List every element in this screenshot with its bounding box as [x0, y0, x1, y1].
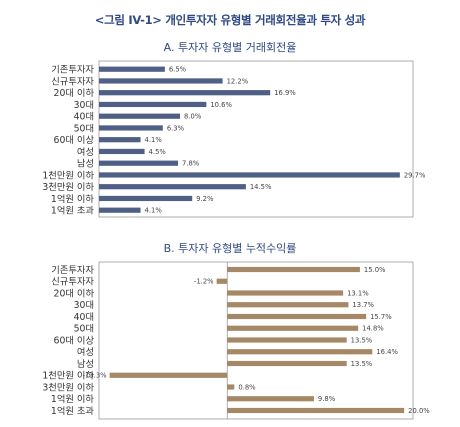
chart-a-data-label: 4.1% [145, 207, 163, 215]
chart-a-category-label: 남성 [77, 159, 94, 170]
chart-b-bar [109, 372, 228, 378]
chart-a-category-label: 기존투자자 [51, 65, 94, 76]
chart-b-category-label: 기존투자자 [51, 265, 94, 276]
chart-b-bar [227, 290, 344, 296]
chart-b-data-label: 13.7% [352, 301, 374, 309]
chart-a-data-label: 4.1% [145, 136, 163, 144]
chart-b-category-label: 여성 [77, 346, 94, 358]
chart-b-data-label: 9.8% [318, 395, 336, 403]
chart-a-bar [99, 101, 207, 108]
chart-a-data-label: 16.9% [274, 89, 296, 97]
figure-title: <그림 IV-1> 개인투자자 유형별 거래회전율과 투자 성과 [94, 13, 366, 27]
chart-a-data-label: 10.6% [210, 101, 232, 109]
chart-a-bar [99, 125, 163, 131]
chart-b-category-label: 50대 [74, 324, 94, 335]
chart-b-data-label: -13.3% [83, 372, 108, 380]
chart-b-data-label: 13.1% [347, 289, 369, 297]
chart-a-bar [99, 148, 145, 155]
chart-a-bar [99, 78, 223, 84]
chart-a-bar [99, 113, 181, 119]
chart-b-bar [227, 349, 373, 355]
chart-b-data-label: 13.5% [351, 360, 373, 368]
chart-a-data-label: 8.0% [184, 113, 202, 121]
chart-a-bar [99, 160, 179, 166]
chart-b-category-label: 30대 [74, 300, 94, 311]
chart-a-category-label: 1억원 초과 [51, 205, 95, 217]
chart-a-category-label: 1천만원 이하 [42, 170, 94, 181]
chart-b-category-label: 1억원 초과 [51, 405, 95, 417]
chart-b-category-label: 신규투자자 [51, 277, 94, 288]
chart-a-category-label: 30대 [74, 100, 94, 111]
chart-b-category-label: 남성 [77, 359, 94, 370]
chart-a-data-label: 7.8% [182, 160, 200, 168]
chart-a-bar [99, 172, 400, 178]
chart-b-data-label: 20.0% [408, 407, 430, 415]
chart-b-data-label: 15.7% [370, 313, 392, 321]
chart-a-category-label: 신규투자자 [51, 76, 94, 87]
chart-a-bar [99, 184, 246, 190]
chart-b-data-label: 0.8% [238, 383, 256, 391]
chart-a-data-label: 4.5% [149, 148, 167, 156]
chart-a-data-label: 6.3% [167, 124, 185, 132]
chart-a-title: A. 투자자 유형별 거래회전율 [163, 41, 297, 54]
chart-b-category-label: 60대 이상 [54, 335, 95, 346]
chart-b-bar [227, 266, 360, 273]
chart-a-bar [99, 137, 141, 143]
chart-a-data-label: 12.2% [227, 77, 249, 85]
chart-b-data-label: 13.5% [351, 336, 373, 344]
chart-a-category-label: 1억원 이하 [51, 193, 95, 205]
chart-b-bar [227, 407, 405, 414]
chart-a-bar [99, 66, 165, 72]
chart-b-category-label: 20대 이하 [54, 288, 95, 299]
chart-b-bar [227, 337, 347, 343]
chart-b-bar [227, 302, 349, 308]
chart-a-category-label: 20대 이하 [54, 88, 95, 99]
chart-a-category-label: 3천만원 이하 [42, 182, 94, 193]
chart-b-bar [216, 278, 228, 284]
chart-b-data-label: 16.4% [376, 348, 398, 356]
chart-b-category-label: 3천만원 이하 [42, 382, 94, 393]
chart-b-title: B. 투자자 유형별 누적수익률 [163, 242, 297, 255]
chart-a-category-label: 40대 [74, 112, 94, 123]
chart-b-category-label: 40대 [74, 312, 94, 323]
chart-a-bar [99, 195, 193, 202]
chart-b-bar [227, 396, 314, 402]
chart-a-category-label: 여성 [77, 146, 94, 158]
chart-b-data-label: -1.2% [194, 278, 214, 286]
chart-a-bar [99, 90, 271, 96]
chart-b-bar [227, 384, 235, 390]
chart-b-category-label: 1억원 이하 [51, 393, 95, 405]
chart-b-bar [227, 313, 367, 320]
chart-a-data-label: 29.7% [404, 171, 426, 179]
chart-b-data-label: 14.8% [362, 325, 384, 333]
chart-a-bar [99, 207, 141, 213]
chart-b-category-label: 1천만원 이하 [42, 371, 94, 382]
chart-b-data-label: 15.0% [364, 266, 386, 274]
chart-b-frame [98, 261, 414, 420]
chart-a-data-label: 6.5% [169, 66, 187, 74]
chart-b-bar [227, 325, 359, 331]
chart-a-category-label: 50대 [74, 123, 94, 134]
chart-a-data-label: 14.5% [250, 183, 272, 191]
chart-b-bar [227, 360, 347, 367]
chart-a-category-label: 60대 이상 [54, 135, 95, 146]
chart-a-data-label: 9.2% [196, 195, 214, 203]
